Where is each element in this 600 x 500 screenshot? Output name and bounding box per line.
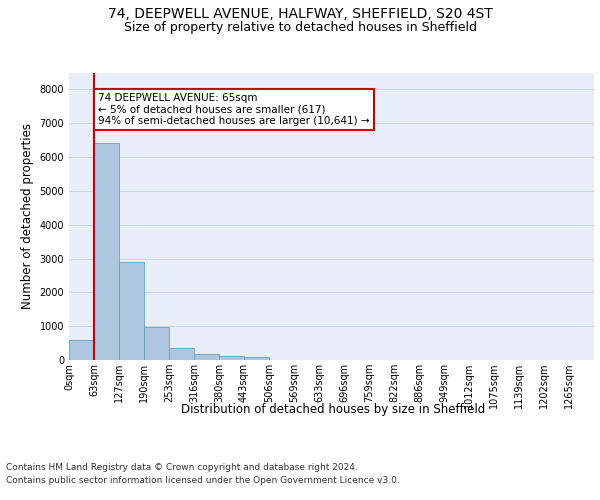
Bar xyxy=(144,326,169,360)
Bar xyxy=(169,348,194,360)
Text: Contains HM Land Registry data © Crown copyright and database right 2024.: Contains HM Land Registry data © Crown c… xyxy=(6,462,358,471)
Bar xyxy=(94,143,119,360)
Y-axis label: Number of detached properties: Number of detached properties xyxy=(21,123,34,309)
Text: Size of property relative to detached houses in Sheffield: Size of property relative to detached ho… xyxy=(124,21,476,34)
Text: 74, DEEPWELL AVENUE, HALFWAY, SHEFFIELD, S20 4ST: 74, DEEPWELL AVENUE, HALFWAY, SHEFFIELD,… xyxy=(107,8,493,22)
Bar xyxy=(69,340,94,360)
Bar xyxy=(219,356,244,360)
Text: Distribution of detached houses by size in Sheffield: Distribution of detached houses by size … xyxy=(181,402,485,415)
Text: 74 DEEPWELL AVENUE: 65sqm
← 5% of detached houses are smaller (617)
94% of semi-: 74 DEEPWELL AVENUE: 65sqm ← 5% of detach… xyxy=(98,93,370,126)
Text: Contains public sector information licensed under the Open Government Licence v3: Contains public sector information licen… xyxy=(6,476,400,485)
Bar xyxy=(244,358,269,360)
Bar xyxy=(119,262,144,360)
Bar xyxy=(194,354,219,360)
